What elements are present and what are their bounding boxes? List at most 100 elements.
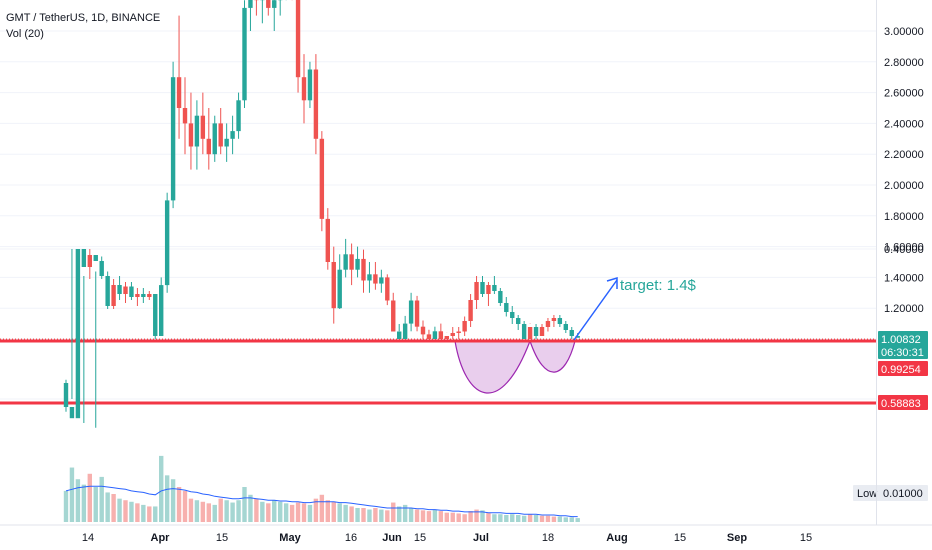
volume-bar (498, 514, 503, 522)
candle-body (75, 249, 81, 419)
current-price-tag-bg (878, 331, 928, 359)
volume-bar (551, 516, 557, 522)
candle-body (367, 274, 372, 281)
volume-bar (301, 503, 307, 522)
volume-bar (188, 498, 194, 522)
candle-body (557, 318, 563, 324)
candle-body (307, 69, 313, 101)
candle-body (379, 277, 384, 284)
volume-bar (272, 500, 277, 522)
volume-bar (99, 476, 104, 522)
candle-body (99, 261, 104, 276)
volume-bar (402, 504, 408, 522)
y-tick-label: 1.40000 (884, 272, 924, 284)
candle-body (325, 218, 330, 262)
candle-body (218, 123, 223, 147)
volume-bar (170, 479, 176, 522)
candle-body (153, 294, 158, 336)
candle-body (521, 324, 527, 339)
resistance-tag-bg (878, 361, 928, 376)
candle-body (361, 258, 366, 281)
candle-body (81, 249, 87, 267)
volume-bar (516, 515, 521, 522)
x-tick-label: 14 (82, 532, 94, 544)
candle-body (474, 282, 479, 300)
volume-bar (575, 518, 580, 522)
volume-bar (349, 506, 354, 522)
volume-bar (355, 508, 360, 522)
volume-bar (504, 515, 509, 522)
y-tick-label: 1.20000 (884, 303, 924, 315)
candle-body (563, 324, 568, 330)
volume-bar (408, 508, 414, 522)
candle-body (295, 0, 301, 78)
resistance-tag-text: 0.99254 (881, 364, 921, 376)
candle-body (450, 333, 455, 336)
candle-body (141, 294, 146, 297)
candle-body (349, 254, 354, 270)
volume-bar (164, 475, 170, 522)
candle-body (468, 300, 473, 321)
volume-bar (414, 509, 420, 522)
volume-bar (206, 503, 211, 522)
support-tag-bg (878, 395, 928, 410)
chart-grid (0, 30, 876, 400)
volume-ma-line (65, 485, 578, 518)
candle-body (164, 200, 170, 286)
x-tick-label: 15 (216, 532, 228, 544)
volume-bar (81, 484, 87, 522)
volume-bar (75, 479, 81, 522)
volume-bar (248, 494, 253, 522)
candle-body (462, 321, 467, 332)
arrow-head (606, 276, 618, 289)
volume-bar (141, 504, 146, 522)
x-tick-label: 15 (800, 532, 812, 544)
candle-body (212, 123, 217, 155)
chart-legend: GMT / TetherUS, 1D, BINANCE Vol (20) (6, 10, 160, 42)
candle-body (504, 303, 509, 312)
y-tick-label: 0.40000 (884, 244, 924, 256)
x-tick-label: May (279, 532, 301, 544)
volume-bar (230, 502, 235, 522)
volume-bar (236, 500, 241, 522)
candle-body (575, 336, 580, 338)
candle-body (194, 115, 200, 147)
x-tick-label: Aug (606, 532, 627, 544)
x-tick-label: Sep (727, 532, 747, 544)
candle-body (272, 0, 277, 8)
volume-bar (557, 516, 563, 522)
candle-body (391, 300, 396, 332)
candle-body (438, 331, 444, 339)
candle-body (533, 327, 539, 336)
candle-body (93, 255, 98, 261)
volume-bar (63, 490, 69, 522)
support-tag-text: 0.58883 (881, 398, 921, 410)
candle-body (420, 326, 426, 335)
candle-body (105, 276, 110, 306)
candle-body (206, 138, 211, 155)
current-price-tag-text: 1.00832 (881, 334, 921, 346)
candle-body (147, 294, 152, 297)
candlesticks (63, 0, 580, 428)
volume-bar (117, 498, 122, 522)
candle-body (337, 269, 342, 309)
volume-bar (176, 487, 182, 522)
candle-body (539, 327, 545, 336)
horizontal-levels (0, 338, 876, 405)
candle-body (135, 294, 140, 297)
volume-label: Vol (20) (6, 28, 44, 40)
candle-body (313, 69, 319, 139)
candle-body (551, 318, 557, 321)
y-tick-label: 2.00000 (884, 180, 924, 192)
volume-bar (337, 503, 342, 522)
volume-bar (325, 500, 330, 522)
volume-bar (224, 500, 229, 522)
x-tick-label: Jul (473, 532, 489, 544)
candle-body (397, 331, 402, 339)
cup-handle (529, 340, 576, 373)
volume-bar (105, 492, 110, 522)
candle-body (182, 108, 188, 124)
candle-body (480, 282, 485, 294)
